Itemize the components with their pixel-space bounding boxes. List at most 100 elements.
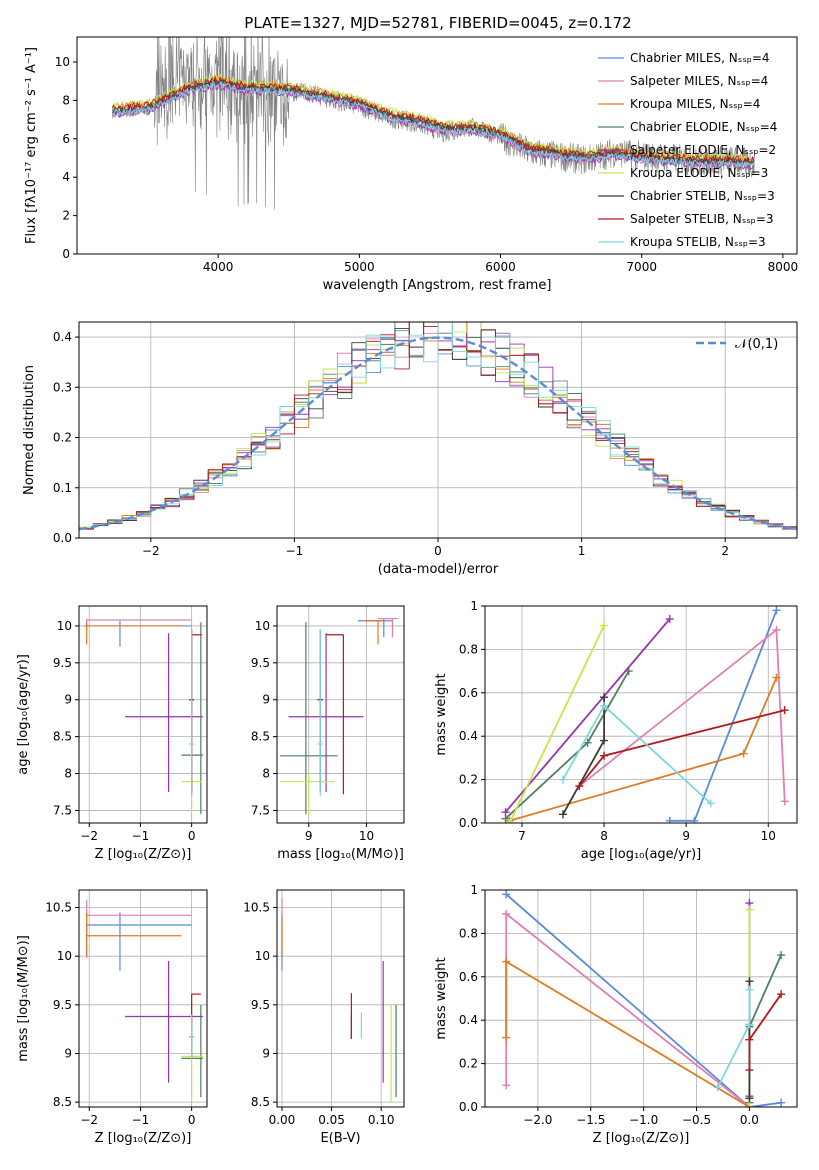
plot-area — [502, 890, 786, 1107]
x-tick-label: 6000 — [485, 260, 516, 274]
model-line — [111, 75, 755, 164]
series-line — [505, 893, 782, 1107]
data-point — [501, 808, 510, 817]
y-tick-label: 9 — [64, 693, 72, 707]
y-tick-label: 0.2 — [459, 1057, 478, 1071]
data-point — [502, 1081, 511, 1090]
data-point — [745, 985, 754, 994]
x-tick-label: 0 — [188, 829, 196, 843]
y-tick-label: 0.8 — [459, 926, 478, 940]
data-point — [739, 749, 748, 758]
chart-spectrum: 4000 5000 6000 7000 8000 0 2 4 6 8 10 wavelength [A… — [24, 36, 799, 293]
data-point — [600, 701, 609, 710]
data-point — [665, 615, 674, 624]
legend-label: Kroupa STELIB, Nₛₛₚ=3 — [630, 235, 766, 249]
chart-residuals: −2 −1 0 1 2 0.0 0.1 0.2 0.3 0.4 (data-model)/error… — [22, 321, 798, 577]
x-tick-label: 8 — [600, 829, 608, 843]
x-tick-label: 2 — [721, 544, 729, 558]
y-tick-label: 9.5 — [251, 998, 270, 1012]
data-point — [745, 1103, 754, 1107]
data-point — [665, 816, 674, 823]
x-axis-label: Z [log₁₀(Z/Z⊙)] — [95, 1131, 192, 1146]
series-line — [578, 709, 785, 787]
y-tick-label: 8 — [62, 93, 70, 107]
series-line — [508, 625, 605, 823]
data-point — [505, 819, 514, 823]
axes-frame — [276, 605, 405, 824]
y-tick-label: 10 — [255, 619, 270, 633]
legend: Chabrier MILES, Nₛₛₚ=4 Salpeter MILES, Nₛ… — [598, 51, 777, 249]
data-point — [772, 606, 781, 615]
data-point — [706, 799, 715, 808]
x-tick-label: −2 — [80, 829, 98, 843]
legend-label: Salpeter STELIB, Nₛₛₚ=3 — [630, 212, 774, 226]
x-tick-label: 4000 — [203, 260, 234, 274]
chart-weight_vs_Z: −2.0 −1.5 −1.0 −0.5 0.0 0.0 0.2 0.4 0.6 0.8 1 Z [lo… — [434, 883, 798, 1146]
x-tick-label: −1 — [132, 829, 150, 843]
y-tick-label: 6 — [62, 132, 70, 146]
legend-label: Chabrier ELODIE, Nₛₛₚ=4 — [630, 120, 777, 134]
data-point — [559, 810, 567, 819]
y-tick-label: 0.6 — [459, 970, 478, 984]
x-axis-label: wavelength [Angstrom, rest frame] — [323, 278, 552, 293]
data-point — [600, 751, 609, 760]
series-line — [504, 618, 671, 813]
axes-frame — [78, 889, 208, 1108]
x-axis-label: Z [log₁₀(Z/Z⊙)] — [593, 1131, 690, 1146]
axes-frame — [484, 605, 798, 824]
y-tick-label: 0.4 — [53, 330, 72, 344]
data-point — [575, 782, 584, 791]
figure-title: PLATE=1327, MJD=52781, FIBERID=0045, z=0… — [244, 14, 631, 32]
y-tick-label: 8.5 — [251, 730, 270, 744]
x-axis-label: age [log₁₀(age/yr)] — [581, 847, 702, 862]
chart-age_vs_Z: −2 −1 0 7.5 8 8.5 9 9.5 10 Z [log₁₀(Z/Z⊙)] age [lo… — [16, 605, 208, 862]
x-tick-label: 9 — [305, 829, 313, 843]
legend-label: Chabrier MILES, Nₛₛₚ=4 — [630, 51, 770, 65]
data-point — [772, 625, 781, 634]
x-tick-label: 9 — [682, 829, 690, 843]
y-tick-label: 7.5 — [53, 803, 72, 817]
series-line — [748, 954, 782, 1103]
y-tick-label: 1 — [470, 883, 478, 897]
x-tick-label: −2.0 — [523, 1113, 552, 1127]
y-tick-label: 9.5 — [53, 656, 72, 670]
plot-area — [279, 617, 399, 815]
series-line — [509, 677, 778, 822]
model-line — [111, 78, 755, 166]
y-axis-label: age [log₁₀(age/yr)] — [16, 654, 31, 775]
series-line — [504, 670, 630, 820]
y-tick-label: 0.3 — [53, 380, 72, 394]
y-tick-label: 0.0 — [459, 1100, 478, 1114]
x-tick-label: 8000 — [768, 260, 799, 274]
data-point — [780, 797, 789, 806]
normal-curve — [79, 336, 797, 531]
x-tick-label: 0 — [188, 1113, 196, 1127]
y-tick-label: 10.5 — [243, 901, 270, 915]
data-point — [713, 1083, 722, 1092]
x-tick-label: −1.5 — [576, 1113, 605, 1127]
x-tick-label: −1.0 — [629, 1113, 658, 1127]
y-tick-label: 0.2 — [53, 431, 72, 445]
y-tick-label: 9 — [64, 1046, 72, 1060]
legend-label: Kroupa MILES, Nₛₛₚ=4 — [630, 97, 760, 111]
y-tick-label: 8 — [64, 767, 72, 781]
data-point — [777, 990, 786, 999]
y-tick-label: 8.5 — [53, 730, 72, 744]
y-tick-label: 9.5 — [251, 656, 270, 670]
y-tick-label: 0 — [62, 247, 70, 261]
x-axis-label: E(B-V) — [320, 1131, 360, 1146]
x-tick-label: −1 — [132, 1113, 150, 1127]
plot-area — [79, 322, 797, 531]
y-tick-label: 0.1 — [53, 481, 72, 495]
y-tick-label: 0.2 — [459, 773, 478, 787]
x-tick-label: −2 — [142, 544, 160, 558]
data-point — [745, 1035, 754, 1044]
chart-mass_vs_Z: −2 −1 0 8.5 9 9.5 10 10.5 Z [log₁₀(Z/Z⊙)] mass [l… — [16, 889, 208, 1146]
series-line — [562, 704, 712, 805]
data-point — [777, 1098, 786, 1107]
y-tick-label: 0.0 — [53, 531, 72, 545]
x-tick-label: 7000 — [626, 260, 657, 274]
data-point — [583, 738, 592, 747]
y-tick-label: 1 — [470, 599, 478, 613]
